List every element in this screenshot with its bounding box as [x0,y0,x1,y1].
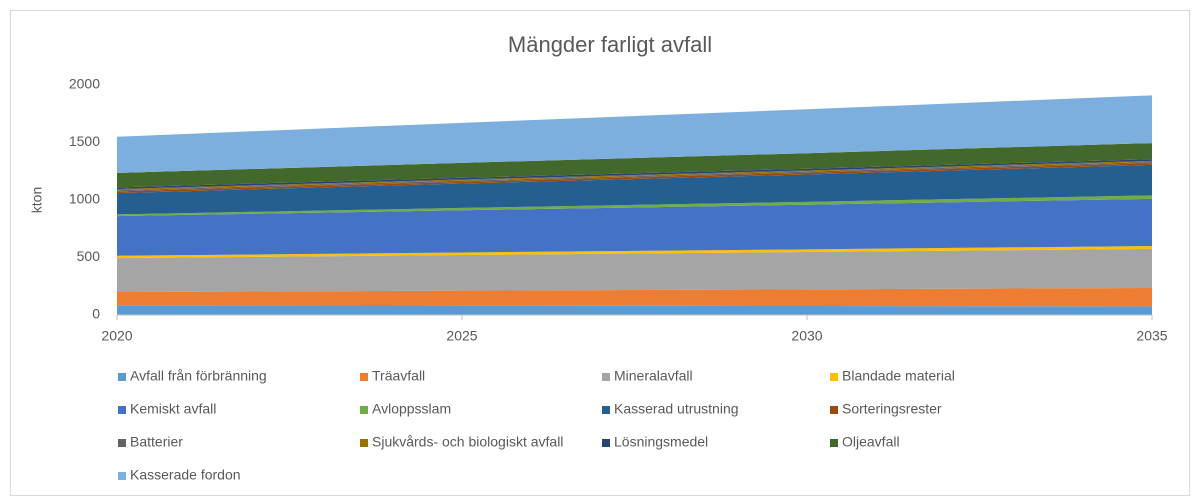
area [117,160,1152,191]
legend-swatch [360,373,368,381]
legend-swatch [118,472,126,480]
chart-title: Mängder farligt avfall [508,32,712,57]
legend-swatch [602,439,610,447]
y-tick-label: 1000 [69,191,100,207]
legend-swatch [118,373,126,381]
legend-label: Sjukvårds- och biologiskt avfall [372,434,563,450]
area [117,143,1152,188]
legend-label: Batterier [130,434,183,450]
area [117,159,1152,190]
y-tick-label: 2000 [69,76,100,92]
legend-swatch [830,373,838,381]
area [117,163,1152,194]
x-tick-label: 2030 [791,328,822,344]
legend-swatch [118,439,126,447]
y-axis-label: kton [29,187,45,213]
area [117,195,1152,217]
legend-label: Kasserad utrustning [614,401,739,417]
x-tick-label: 2020 [101,328,132,344]
legend-swatch [360,439,368,447]
area [117,198,1152,256]
x-tick-label: 2035 [1136,328,1167,344]
legend-label: Avfall från förbränning [130,368,267,384]
legend-label: Blandade material [842,368,955,384]
legend-swatch [830,406,838,414]
legend-label: Sorteringsrester [842,401,942,417]
legend-label: Mineralavfall [614,368,693,384]
legend-swatch [830,439,838,447]
area [117,287,1152,307]
legend-label: Lösningsmedel [614,434,708,450]
legend-label: Träavfall [372,368,425,384]
x-tick-label: 2025 [446,328,477,344]
legend-swatch [360,406,368,414]
area [117,305,1152,315]
area [117,164,1152,215]
area [117,162,1152,192]
legend-label: Avloppsslam [372,401,451,417]
y-tick-label: 0 [92,306,100,322]
legend-swatch [602,406,610,414]
area [117,95,1152,173]
y-tick-label: 500 [77,248,101,264]
y-tick-label: 1500 [69,133,100,149]
legend-label: Kemiskt avfall [130,401,216,417]
area [117,246,1152,259]
legend-label: Oljeavfall [842,434,900,450]
area [117,248,1152,292]
legend-label: Kasserade fordon [130,467,241,483]
legend-swatch [118,406,126,414]
legend-swatch [602,373,610,381]
